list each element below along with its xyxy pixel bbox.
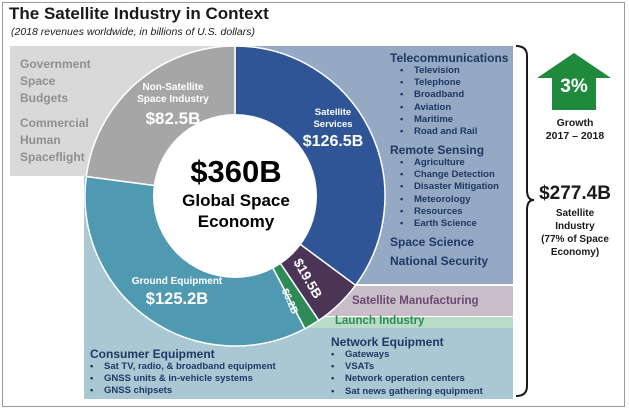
bullet-icon: • (400, 205, 404, 217)
network-equipment-section: Network Equipment • Gateways • VSATs • Networ… (331, 335, 483, 398)
telecom-item: • Television (400, 65, 460, 76)
bullet-icon: • (400, 218, 404, 230)
telecom-item: • Broadband (400, 89, 465, 101)
launch-industry-label: Launch Industry (335, 315, 425, 327)
launch-industry-panel (235, 317, 513, 328)
consumer-equipment-item: • GNSS units & in-vehicle systems (90, 373, 253, 385)
non-satellite-label: Non-Satellite Space Industry $82.5B (120, 82, 226, 129)
bullet-icon: • (400, 77, 404, 89)
bullet-icon: • (400, 65, 404, 76)
telecom-heading: Telecommunications (390, 51, 509, 65)
remote-sensing-item: • Disaster Mitigation (400, 181, 499, 193)
government-budgets-label: Government Space Budgets Commercial Huma… (20, 57, 91, 164)
remote-sensing-section: Remote Sensing • Agriculture • Change Detec… (390, 143, 499, 230)
bullet-icon: • (400, 113, 404, 125)
growth-arrow-icon (537, 53, 611, 110)
total-line1: Global Space (182, 191, 290, 210)
bullet-icon: • (400, 181, 404, 193)
right-brace (515, 45, 535, 397)
frame (2, 2, 625, 407)
consumer-equipment-item: • Sat TV, radio, & broadband equipment (90, 361, 276, 372)
satellite-services-name: Satellite Services (313, 107, 353, 130)
bullet-icon: • (90, 373, 94, 385)
remote-sensing-list: • Agriculture • Change Detection • Disaster M… (390, 157, 499, 230)
bullet-icon: • (331, 361, 335, 373)
telecom-section: Telecommunications • Television • Telephone… (390, 51, 508, 138)
space-science-label: Space Science (390, 235, 475, 249)
ground-equipment-panel-bottom (84, 328, 513, 399)
donut-hole (153, 114, 317, 278)
satellite-services-value: $126.5B (302, 133, 364, 150)
telecom-list: • Television • Telephone • Broadband • Aviation… (390, 65, 508, 138)
remote-sensing-item: • Change Detection (400, 169, 495, 181)
bullet-icon: • (90, 385, 94, 397)
growth-label: Growth 2017 – 2018 (545, 117, 605, 142)
network-equipment-item: • Network operation centers (331, 373, 465, 385)
bullet-icon: • (400, 157, 404, 168)
satellite-industry-label: Satellite Industry (77% of Space Economy… (541, 208, 609, 258)
satellite-manufacturing-label: Satellite Manufacturing (352, 295, 479, 307)
telecom-item: • Maritime (400, 113, 454, 125)
network-equipment-heading: Network Equipment (331, 335, 444, 349)
bullet-icon: • (400, 89, 404, 101)
page-subtitle: (2018 revenues worldwide, in billions of… (11, 26, 255, 38)
ground-equipment-label: Ground Equipment $125.2B (118, 276, 236, 309)
remote-sensing-heading: Remote Sensing (390, 143, 485, 157)
page-title: The Satellite Industry in Context (9, 4, 269, 23)
satellite-industry-value: $277.4B (539, 183, 611, 204)
national-security-label: National Security (390, 254, 489, 268)
total-value: $360B (190, 154, 282, 189)
network-equipment-list: • Gateways • VSATs • Network operation center… (331, 349, 483, 398)
consumer-equipment-list: • Sat TV, radio, & broadband equipment • GN… (90, 361, 276, 398)
telecom-item: • Aviation (400, 101, 452, 113)
remote-sensing-item: • Agriculture (400, 157, 465, 168)
total-line2: Economy (197, 212, 275, 231)
bullet-icon: • (400, 126, 404, 138)
consumer-equipment-item: • GNSS chipsets (90, 385, 173, 397)
network-equipment-item: • Sat news gathering equipment (331, 385, 483, 397)
bullet-icon: • (90, 361, 94, 372)
ground-equipment-name: Ground Equipment (131, 276, 223, 287)
telecom-item: • Telephone (400, 77, 461, 89)
bullet-icon: • (331, 349, 335, 360)
bullet-icon: • (400, 169, 404, 181)
remote-sensing-item: • Meteorology (400, 193, 471, 205)
bullet-icon: • (331, 385, 335, 397)
growth-percent: 3% (560, 76, 588, 97)
network-equipment-item: • VSATs (331, 361, 375, 373)
non-satellite-name: Non-Satellite Space Industry (137, 82, 209, 105)
bullet-icon: • (400, 193, 404, 205)
remote-sensing-item: • Resources (400, 205, 463, 217)
remote-sensing-item: • Earth Science (400, 218, 477, 230)
ground-equipment-value: $125.2B (145, 290, 209, 308)
bullet-icon: • (400, 101, 404, 113)
satellite-services-label: Satellite Services $126.5B (283, 107, 383, 151)
consumer-equipment-section: Consumer Equipment • Sat TV, radio, & bro… (90, 347, 276, 398)
consumer-equipment-heading: Consumer Equipment (90, 347, 215, 361)
bullet-icon: • (331, 373, 335, 385)
total-center: $360B Global Space Economy (158, 154, 314, 232)
non-satellite-value: $82.5B (145, 109, 201, 128)
telecom-item: • Road and Rail (400, 126, 478, 138)
network-equipment-item: • Gateways (331, 349, 390, 360)
